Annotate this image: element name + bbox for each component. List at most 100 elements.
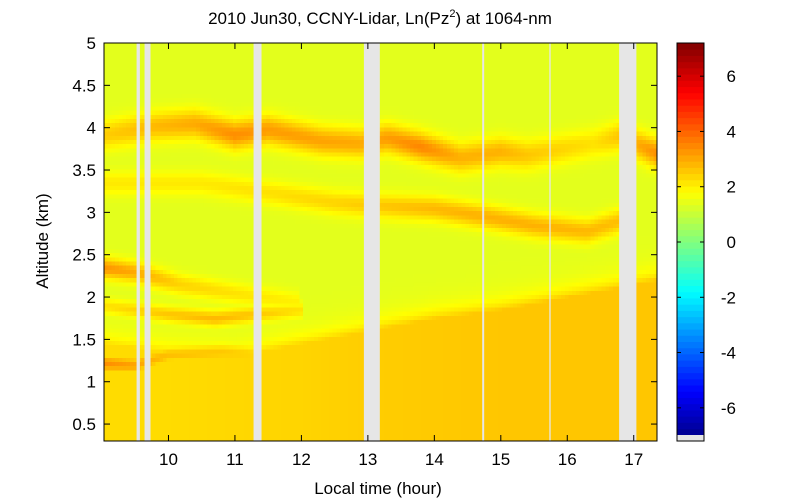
- heatmap-cell: [285, 219, 289, 224]
- heatmap-cell: [296, 273, 300, 278]
- heatmap-cell: [277, 357, 281, 362]
- heatmap-cell: [141, 160, 145, 165]
- heatmap-cell: [270, 135, 274, 140]
- heatmap-cell: [119, 248, 123, 253]
- heatmap-cell: [156, 164, 160, 169]
- heatmap-cell: [244, 345, 248, 350]
- heatmap-cell: [141, 152, 145, 157]
- heatmap-cell: [181, 252, 185, 257]
- heatmap-cell: [266, 378, 270, 383]
- heatmap-cell: [244, 244, 248, 249]
- heatmap-cell: [270, 60, 274, 65]
- heatmap-cell: [263, 428, 267, 433]
- heatmap-cell: [263, 194, 267, 199]
- heatmap-cell: [296, 294, 300, 299]
- heatmap-cell: [218, 294, 222, 299]
- heatmap-cell: [174, 353, 178, 358]
- heatmap-cell: [207, 232, 211, 237]
- heatmap-cell: [285, 349, 289, 354]
- heatmap-cell: [263, 382, 267, 387]
- heatmap-cell: [240, 370, 244, 375]
- heatmap-cell: [274, 177, 278, 182]
- heatmap-cell: [111, 131, 115, 136]
- heatmap-cell: [126, 257, 130, 262]
- heatmap-cell: [196, 114, 200, 119]
- heatmap-cell: [211, 51, 215, 56]
- heatmap-cell: [126, 77, 130, 82]
- heatmap-cell: [108, 299, 112, 304]
- heatmap-cell: [263, 97, 267, 102]
- heatmap-cell: [211, 428, 215, 433]
- heatmap-cell: [141, 43, 145, 48]
- heatmap-cell: [130, 173, 134, 178]
- heatmap-cell: [170, 169, 174, 174]
- heatmap-cell: [130, 416, 134, 421]
- heatmap-cell: [207, 181, 211, 186]
- heatmap-cell: [181, 72, 185, 77]
- heatmap-cell: [115, 265, 119, 270]
- heatmap-cell: [156, 320, 160, 325]
- heatmap-cell: [163, 424, 167, 429]
- heatmap-cell: [159, 395, 163, 400]
- heatmap-cell: [240, 290, 244, 295]
- heatmap-cell: [233, 135, 237, 140]
- heatmap-cell: [130, 332, 134, 337]
- heatmap-cell: [122, 299, 126, 304]
- heatmap-cell: [270, 215, 274, 220]
- heatmap-cell: [274, 227, 278, 232]
- heatmap-cell: [167, 328, 171, 333]
- heatmap-cell: [244, 361, 248, 366]
- heatmap-cell: [163, 332, 167, 337]
- heatmap-cell: [156, 211, 160, 216]
- heatmap-cell: [122, 336, 126, 341]
- heatmap-cell: [240, 89, 244, 94]
- heatmap-cell: [244, 307, 248, 312]
- heatmap-cell: [130, 428, 134, 433]
- heatmap-cell: [266, 303, 270, 308]
- heatmap-cell: [244, 227, 248, 232]
- heatmap-cell: [218, 252, 222, 257]
- heatmap-cell: [292, 56, 296, 61]
- heatmap-cell: [277, 164, 281, 169]
- heatmap-cell: [222, 353, 226, 358]
- heatmap-cell: [192, 173, 196, 178]
- heatmap-cell: [156, 236, 160, 241]
- heatmap-cell: [274, 273, 278, 278]
- heatmap-cell: [274, 366, 278, 371]
- heatmap-cell: [288, 420, 292, 425]
- heatmap-cell: [126, 173, 130, 178]
- heatmap-cell: [111, 160, 115, 165]
- heatmap-cell: [141, 223, 145, 228]
- heatmap-cell: [104, 286, 108, 291]
- heatmap-cell: [292, 51, 296, 56]
- heatmap-cell: [163, 340, 167, 345]
- heatmap-cell: [167, 370, 171, 375]
- heatmap-cell: [152, 307, 156, 312]
- heatmap-cell: [281, 144, 285, 149]
- heatmap-cell: [218, 340, 222, 345]
- heatmap-cell: [292, 131, 296, 136]
- heatmap-cell: [178, 81, 182, 86]
- heatmap-cell: [174, 370, 178, 375]
- heatmap-cell: [141, 412, 145, 417]
- heatmap-cell: [237, 47, 241, 52]
- heatmap-cell: [196, 282, 200, 287]
- heatmap-cell: [266, 382, 270, 387]
- heatmap-cell: [156, 282, 160, 287]
- heatmap-cell: [192, 60, 196, 65]
- heatmap-cell: [266, 185, 270, 190]
- heatmap-cell: [119, 60, 123, 65]
- heatmap-cell: [270, 248, 274, 253]
- heatmap-cell: [285, 72, 289, 77]
- heatmap-cell: [178, 420, 182, 425]
- heatmap-cell: [163, 378, 167, 383]
- heatmap-cell: [277, 60, 281, 65]
- heatmap-cell: [122, 211, 126, 216]
- heatmap-cell: [277, 252, 281, 257]
- heatmap-cell: [111, 257, 115, 262]
- heatmap-cell: [288, 227, 292, 232]
- heatmap-cell: [115, 211, 119, 216]
- heatmap-cell: [104, 257, 108, 262]
- heatmap-cell: [296, 261, 300, 266]
- heatmap-cell: [240, 51, 244, 56]
